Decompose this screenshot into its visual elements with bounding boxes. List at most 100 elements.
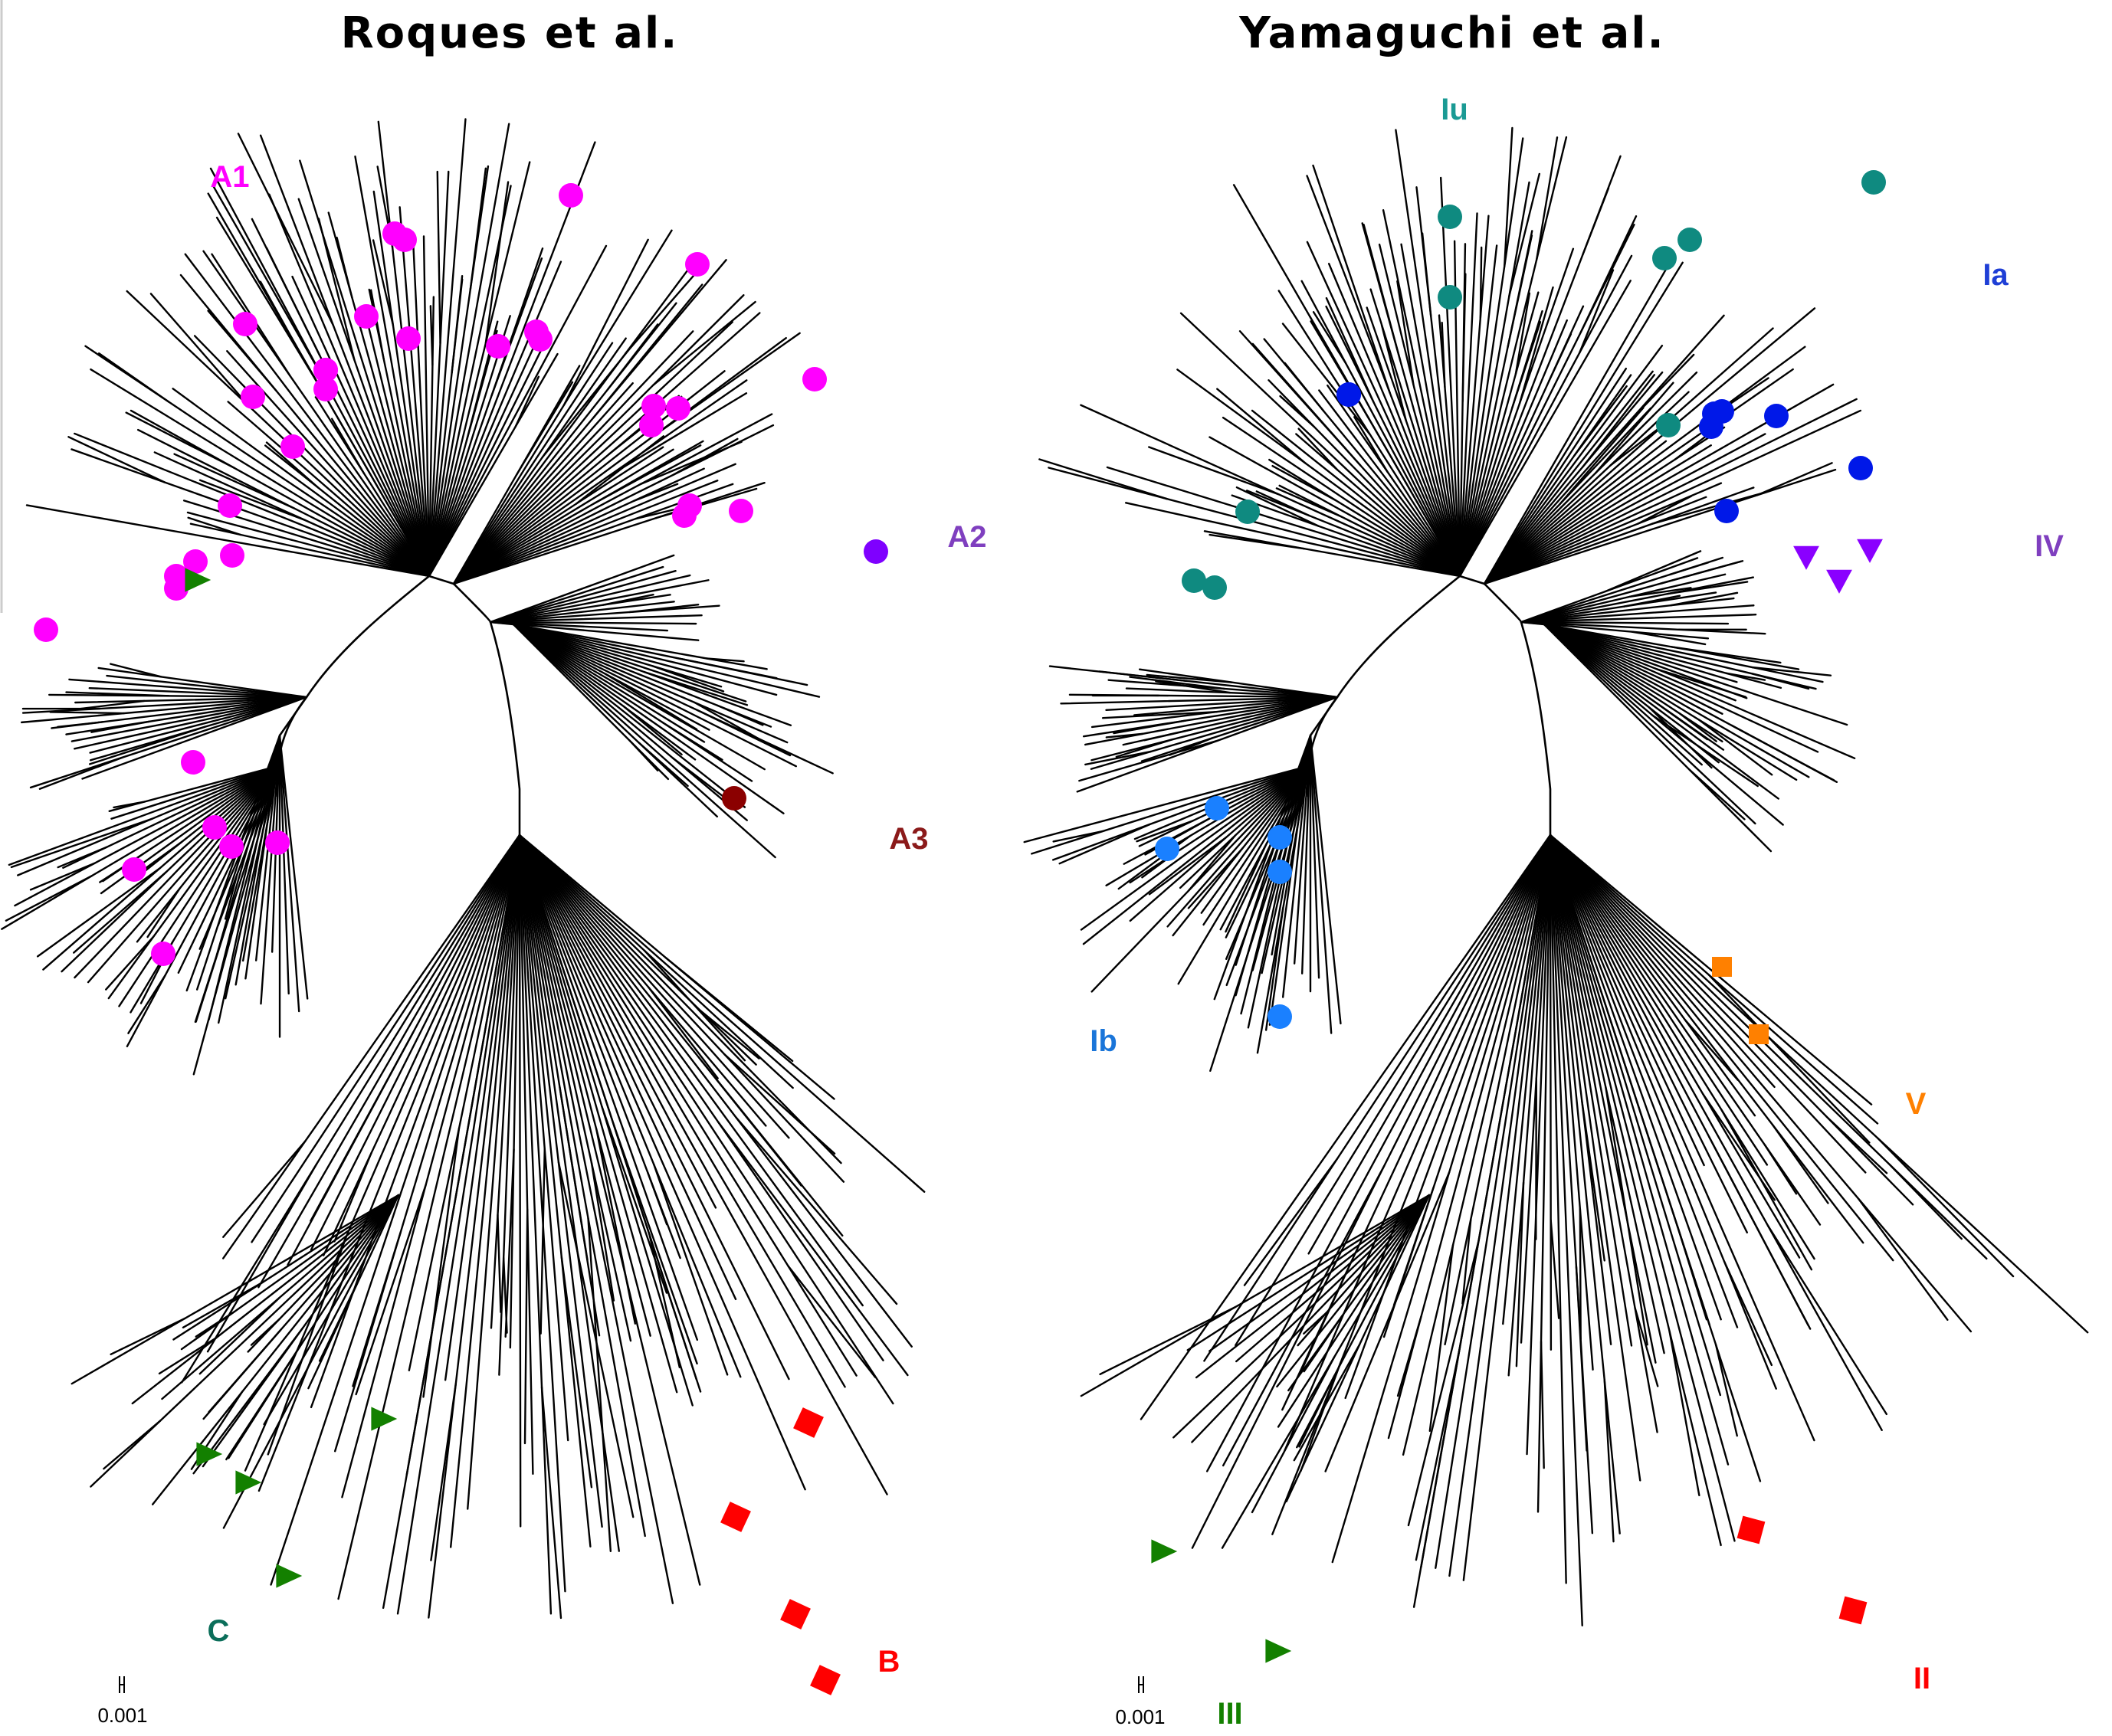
branch <box>1507 834 1552 1377</box>
branch <box>1669 591 1739 607</box>
branch <box>428 185 512 578</box>
branch <box>1549 834 1914 1206</box>
branch <box>71 448 431 578</box>
branch <box>222 1140 307 1238</box>
branch <box>1251 1355 1336 1514</box>
sample-marker <box>641 394 666 418</box>
scale-label-roques: 0.001 <box>97 1704 147 1727</box>
branch <box>1172 1194 1431 1439</box>
branch <box>57 721 104 729</box>
branch <box>512 623 789 744</box>
branch <box>90 720 151 733</box>
branch <box>1275 487 1343 519</box>
branch <box>1312 311 1347 365</box>
branch <box>489 569 677 624</box>
branch <box>1090 765 1310 993</box>
branch <box>215 734 281 957</box>
branch <box>1582 187 1610 256</box>
branch <box>1084 696 1339 746</box>
branch <box>1461 1218 1472 1305</box>
branch <box>512 623 821 698</box>
branch <box>110 765 279 820</box>
branch <box>452 446 664 585</box>
branch <box>518 834 858 1377</box>
branch <box>1222 416 1461 578</box>
branch <box>1293 1344 1361 1462</box>
sample-marker <box>1438 205 1462 229</box>
branch <box>5 874 93 922</box>
sample-marker <box>1861 170 1886 195</box>
branch <box>1648 706 1713 769</box>
branch <box>1634 1306 1659 1387</box>
branch <box>1458 215 1490 578</box>
branch <box>735 1116 898 1305</box>
branch <box>1462 834 1552 1581</box>
branch <box>1251 409 1461 578</box>
branch <box>1303 1312 1328 1335</box>
sample-marker <box>720 1502 751 1532</box>
branch <box>1549 834 1553 1351</box>
branch <box>1298 1374 1336 1448</box>
branch <box>1279 395 1316 428</box>
branch <box>1052 830 1104 843</box>
branch <box>1520 573 1727 624</box>
branch <box>363 310 431 578</box>
branch <box>1543 623 1723 743</box>
branch <box>428 123 510 578</box>
branch <box>1543 623 1856 760</box>
branch <box>1438 314 1461 578</box>
branch <box>1031 765 1310 855</box>
branch <box>628 604 700 614</box>
branch <box>146 887 181 938</box>
branch <box>1543 623 1824 683</box>
branch <box>228 1338 306 1459</box>
branch <box>1203 834 1552 1362</box>
branch <box>498 834 521 1376</box>
branch <box>1155 680 1231 694</box>
sample-marker <box>802 367 827 391</box>
branch <box>512 623 747 703</box>
branch <box>1245 490 1461 578</box>
branch <box>518 834 757 1066</box>
clade-label-a3: A3 <box>889 822 928 856</box>
branch <box>452 330 694 585</box>
branch <box>1549 834 1658 1433</box>
branch <box>1140 834 1552 1420</box>
branch <box>1483 391 1690 585</box>
branch <box>106 674 308 699</box>
branch <box>1082 765 1310 945</box>
branch <box>1448 834 1552 1577</box>
branch <box>1353 416 1389 473</box>
sample-marker <box>1336 382 1361 407</box>
branch <box>202 1328 282 1420</box>
branch <box>1058 823 1151 865</box>
sample-marker <box>1268 860 1292 884</box>
branch <box>452 259 727 585</box>
branch <box>74 765 279 979</box>
branch <box>20 696 308 724</box>
branch <box>110 663 162 678</box>
branch <box>71 1194 400 1385</box>
branch <box>1235 834 1552 1347</box>
markers-yamaguchi <box>1151 170 1886 1663</box>
branch <box>234 734 281 986</box>
branch <box>257 834 521 1289</box>
branch <box>1483 482 1723 585</box>
branch <box>1268 458 1461 578</box>
branch <box>1148 446 1280 496</box>
branch <box>257 834 521 1492</box>
branch <box>643 670 749 706</box>
branch <box>518 834 864 1307</box>
branch <box>1549 834 1594 1371</box>
branch <box>1400 243 1461 578</box>
branch <box>1549 834 1749 1234</box>
branch <box>590 1161 615 1302</box>
branch <box>88 686 308 699</box>
branch <box>697 1056 802 1187</box>
branch <box>512 623 723 688</box>
branch <box>518 834 806 1491</box>
branch <box>1483 486 1755 585</box>
branch <box>208 734 281 1021</box>
branch <box>1090 696 1339 762</box>
branch <box>333 834 521 1453</box>
